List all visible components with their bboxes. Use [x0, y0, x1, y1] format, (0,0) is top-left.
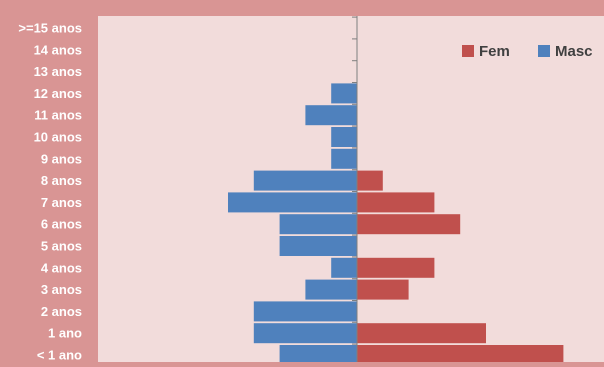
bar-masc: [279, 214, 357, 235]
category-label: 10 anos: [34, 130, 82, 145]
category-label: 5 anos: [41, 239, 82, 254]
bar-masc: [331, 148, 357, 169]
category-label: 6 anos: [41, 217, 82, 232]
bar-masc: [279, 236, 357, 256]
category-label: 9 anos: [41, 151, 82, 166]
category-label: 1 ano: [48, 326, 82, 341]
legend-label-masc: Masc: [555, 43, 593, 60]
category-label: < 1 ano: [37, 348, 82, 363]
bar-masc: [228, 192, 357, 213]
category-label: 7 anos: [41, 195, 82, 210]
bar-masc: [279, 345, 357, 365]
bar-masc: [331, 257, 357, 278]
bar-fem: [357, 345, 564, 365]
category-label: 3 anos: [41, 282, 82, 297]
category-label: 8 anos: [41, 173, 82, 188]
bar-masc: [331, 127, 357, 147]
category-label: 4 anos: [41, 260, 82, 275]
category-label: 12 anos: [34, 86, 82, 101]
category-label: 2 anos: [41, 304, 82, 319]
bar-masc: [331, 83, 357, 104]
bar-fem: [357, 257, 435, 278]
bar-fem: [357, 323, 486, 344]
bar-fem: [357, 192, 435, 213]
bar-masc: [305, 279, 357, 300]
bar-fem: [357, 214, 461, 235]
category-label: >=15 anos: [18, 21, 82, 36]
category-label: 13 anos: [34, 64, 82, 79]
bar-masc: [253, 301, 357, 322]
legend: Fem Masc: [462, 43, 593, 60]
bar-masc: [253, 323, 357, 344]
bar-fem: [357, 279, 409, 300]
category-label: 14 anos: [34, 42, 82, 57]
category-label: 11 anos: [34, 108, 82, 123]
bar-fem: [357, 170, 383, 191]
bar-masc: [305, 105, 357, 126]
legend-swatch-masc: [538, 45, 550, 57]
bar-masc: [253, 170, 357, 191]
legend-label-fem: Fem: [479, 43, 510, 60]
legend-swatch-fem: [462, 45, 474, 57]
